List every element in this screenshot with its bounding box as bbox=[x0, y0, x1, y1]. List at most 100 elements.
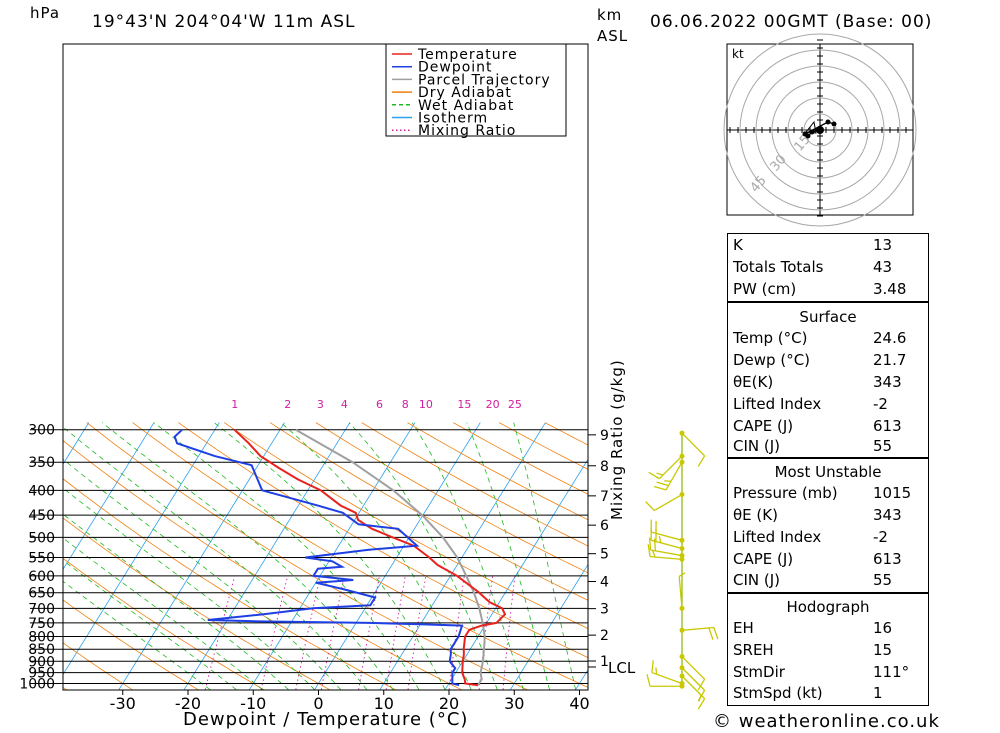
dry-adiabat-line bbox=[132, 422, 588, 688]
wind-barb-shaft bbox=[665, 461, 683, 491]
wind-barb-flag bbox=[708, 627, 714, 640]
index-row: CIN (J) 55 bbox=[728, 435, 928, 457]
mixing-ratio-line bbox=[260, 575, 289, 690]
wind-barb-flag bbox=[653, 485, 667, 491]
legend-label: Wet Adiabat bbox=[418, 98, 514, 114]
pressure-tick-label: 450 bbox=[28, 508, 55, 524]
location-title: 19°43'N 204°04'W 11m ASL bbox=[92, 12, 356, 32]
index-label: EH bbox=[733, 619, 754, 637]
dry-adiabat-line bbox=[407, 422, 588, 521]
mixing-ratio-label: 1 bbox=[231, 398, 238, 411]
wind-barb-shaft bbox=[650, 531, 683, 541]
pressure-tick-label: 300 bbox=[28, 423, 55, 439]
wet-adiabat-line bbox=[63, 458, 341, 690]
wind-barb-flag bbox=[697, 698, 706, 710]
indices-most-unstable-box: Most Unstable Pressure (mb) 1015 θE (K) 34… bbox=[727, 458, 929, 593]
index-value: 111° bbox=[873, 663, 910, 681]
dry-adiabat-line bbox=[63, 557, 265, 690]
mixing-ratio-label: 6 bbox=[376, 398, 383, 411]
chart-background-lines bbox=[0, 422, 1000, 690]
wet-adiabat-line bbox=[153, 422, 420, 690]
wet-adiabat-line bbox=[411, 422, 524, 690]
x-tick-label: -10 bbox=[240, 694, 266, 713]
index-value: 16 bbox=[873, 619, 893, 637]
wind-barb-flag bbox=[697, 690, 706, 702]
wind-barb-shaft bbox=[650, 549, 683, 557]
surface-title: Surface bbox=[799, 308, 857, 326]
mixing-ratio-line bbox=[502, 575, 516, 690]
wind-barb-flag bbox=[646, 674, 651, 687]
wet-adiabat-line bbox=[101, 422, 394, 690]
mixing-ratio-line bbox=[358, 575, 380, 690]
index-label: θE(K) bbox=[733, 373, 774, 391]
index-row: CIN (J) 55 bbox=[728, 569, 928, 591]
wind-barb-dot bbox=[679, 673, 685, 679]
index-label: StmSpd (kt) bbox=[733, 684, 823, 702]
hodograph-ring bbox=[787, 97, 853, 163]
wind-barb-dot bbox=[679, 553, 685, 559]
pressure-tick-label: 850 bbox=[28, 642, 55, 658]
hodograph-point bbox=[831, 121, 837, 127]
wind-barb-flag bbox=[648, 537, 652, 551]
pressure-tick-label: 400 bbox=[28, 483, 55, 499]
dry-adiabat-line bbox=[957, 423, 1000, 690]
chart-series bbox=[173, 428, 507, 687]
indices-hodograph-box: Hodograph EH 16 SREH 15 StmDir 111° StmSpd … bbox=[727, 593, 929, 706]
index-value: 1 bbox=[873, 684, 883, 702]
wind-barb-shaft bbox=[678, 576, 683, 609]
index-label: SREH bbox=[733, 641, 774, 659]
index-row: θE(K) 343 bbox=[728, 371, 928, 393]
x-tick-label: 30 bbox=[504, 694, 524, 713]
index-label: Lifted Index bbox=[733, 528, 822, 546]
legend-label: Dewpoint bbox=[418, 60, 493, 76]
height-tick-label: 5 bbox=[600, 547, 609, 563]
index-row: EH 16 bbox=[728, 617, 928, 639]
height-tick-label: 8 bbox=[600, 459, 609, 475]
index-value: -2 bbox=[873, 528, 888, 546]
mixing-ratio-label: 4 bbox=[341, 398, 348, 411]
series-parcel-trajectory-line bbox=[295, 428, 486, 686]
hodograph-ring bbox=[803, 113, 837, 147]
index-row: Pressure (mb) 1015 bbox=[728, 482, 928, 504]
height-tick-label: 7 bbox=[600, 489, 609, 505]
isobar-lines bbox=[30, 429, 588, 684]
dry-adiabat-line bbox=[361, 422, 588, 547]
pressure-tick-label: 600 bbox=[28, 569, 55, 585]
hodograph-point bbox=[825, 119, 831, 125]
hodograph-point bbox=[802, 131, 808, 137]
legend-label: Dry Adiabat bbox=[418, 85, 512, 101]
index-row: Lifted Index -2 bbox=[728, 526, 928, 548]
isotherm-line bbox=[118, 422, 285, 690]
wind-barb-flag bbox=[656, 472, 664, 476]
isotherm-line bbox=[0, 423, 24, 690]
index-label: Totals Totals bbox=[733, 258, 824, 276]
height-tick-label: 1 bbox=[600, 654, 609, 670]
index-label: CAPE (J) bbox=[733, 550, 794, 568]
index-value: 24.6 bbox=[873, 329, 907, 347]
wind-barb-flag bbox=[678, 572, 686, 577]
x-tick-label: 10 bbox=[374, 694, 394, 713]
lcl-label: LCL bbox=[608, 659, 636, 677]
mixing-ratio-label: 2 bbox=[284, 398, 291, 411]
plot-frame bbox=[62, 43, 589, 691]
legend-label: Temperature bbox=[417, 47, 518, 63]
storm-motion-marker bbox=[805, 120, 817, 134]
indices-general-box: K 13 Totals Totals 43 PW (cm) 3.48 bbox=[727, 233, 929, 302]
legend-label: Mixing Ratio bbox=[418, 123, 516, 139]
wind-barb-flag bbox=[648, 471, 660, 480]
indices-surface-box: Surface Temp (°C) 24.6 Dewp (°C) 21.7 θE(K… bbox=[727, 302, 929, 458]
index-row: Dewp (°C) 21.7 bbox=[728, 349, 928, 371]
wind-barb-flag bbox=[651, 660, 654, 673]
mixing-ratio-line bbox=[385, 575, 406, 690]
hodograph-title: Hodograph bbox=[786, 598, 870, 616]
mixing-ratio-label: 10 bbox=[419, 398, 433, 411]
pressure-tick-label: 1000 bbox=[19, 677, 55, 693]
pressure-tick-label: 650 bbox=[28, 586, 55, 602]
wind-barb-shaft bbox=[653, 493, 683, 512]
mixing-ratio-label: 3 bbox=[317, 398, 324, 411]
index-row: PW (cm) 3.48 bbox=[728, 278, 928, 300]
wet-adiabat-line bbox=[280, 422, 472, 690]
index-value: 13 bbox=[873, 236, 893, 254]
x-axis-label: Dewpoint / Temperature (°C) bbox=[183, 709, 469, 730]
